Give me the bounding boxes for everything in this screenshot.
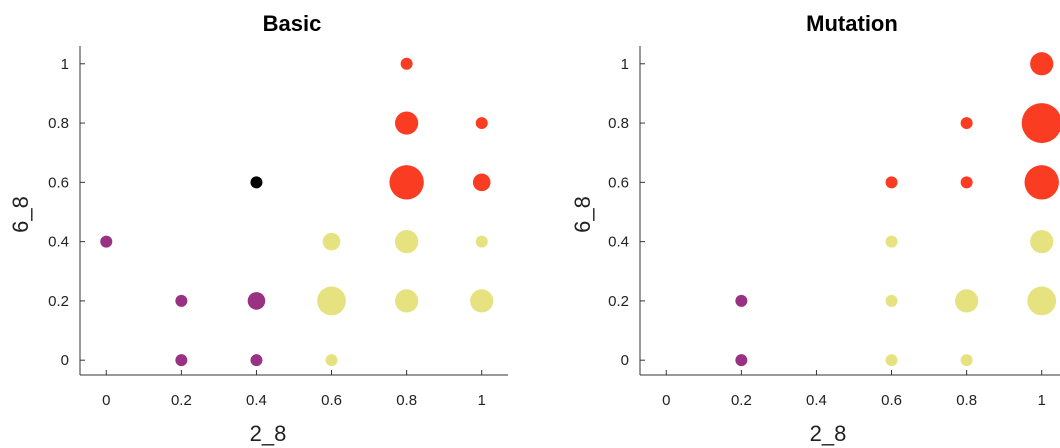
chart-1-data-point	[247, 292, 266, 310]
chart-1-x-tick-label: 0.2	[171, 392, 192, 409]
chart-1-x-tick-label: 0.8	[396, 392, 417, 409]
chart-2-y-tick-label: 0.6	[608, 174, 629, 191]
chart-2-x-tick-label: 0.8	[956, 392, 977, 409]
chart-2-data-point	[735, 354, 748, 367]
chart-1-x-tick-label: 0	[102, 392, 110, 409]
chart-1-data-point	[395, 289, 419, 313]
chart-2-y-tick-label: 0.4	[608, 234, 629, 251]
chart-1-y-axis-label: 6_8	[8, 196, 33, 233]
chart-1-y-tick-label: 0.8	[48, 115, 69, 132]
chart-1-y-tick-label: 0.6	[48, 174, 69, 191]
chart-2-x-tick-label: 0	[662, 392, 670, 409]
chart-2-data-point	[885, 176, 898, 189]
chart-1-data-point	[317, 286, 346, 316]
chart-1-data-point	[325, 354, 338, 367]
chart-1-data-point	[322, 232, 341, 251]
chart-2-data-point	[960, 354, 973, 367]
chart-2-y-tick-label: 0	[621, 352, 629, 369]
chart-2-y-axis-label: 6_8	[570, 196, 595, 233]
chart-1-data-point	[250, 354, 263, 367]
chart-2-data-point	[955, 289, 979, 313]
chart-2-title: Mutation	[806, 11, 898, 36]
chart-2-x-tick-label: 0.6	[881, 392, 902, 409]
chart-1-data-point	[470, 289, 494, 313]
chart-2-data-point	[885, 354, 898, 367]
chart-2-data-point	[1021, 103, 1060, 144]
chart-2-x-tick-label: 0.4	[806, 392, 827, 409]
chart-2-data-point	[960, 176, 973, 189]
chart-2-data-point	[1030, 52, 1054, 76]
chart-2-y-tick-label: 1	[621, 56, 629, 73]
chart-1-data-point	[175, 294, 188, 307]
chart-2-x-axis-label: 2_8	[810, 421, 847, 446]
chart-1-data-point	[475, 235, 488, 248]
chart-2-x-tick-label: 0.2	[731, 392, 752, 409]
chart-1-data-point	[395, 230, 419, 254]
chart-1-data-point	[475, 117, 488, 130]
chart-1-data-point	[175, 354, 188, 367]
chart-2-data-point	[1024, 165, 1059, 200]
chart-2-data-point	[960, 117, 973, 130]
chart-2-data-point	[1030, 230, 1054, 254]
chart-2-x-tick-label: 1	[1038, 392, 1046, 409]
chart-1-y-tick-label: 0	[61, 352, 69, 369]
chart-1-data-point	[472, 173, 491, 192]
chart-1-data-point	[100, 235, 113, 248]
chart-2-y-tick-label: 0.2	[608, 293, 629, 310]
chart-1-x-tick-label: 0.4	[246, 392, 267, 409]
chart-1-x-tick-label: 1	[478, 392, 486, 409]
chart-1-data-point	[395, 111, 419, 135]
chart-1-y-tick-label: 1	[61, 56, 69, 73]
chart-2-data-point	[1027, 286, 1057, 316]
chart-1-title: Basic	[263, 11, 322, 36]
chart-2-data-point	[735, 294, 748, 307]
chart-1-data-point	[389, 165, 424, 200]
chart-1-y-tick-label: 0.4	[48, 234, 69, 251]
chart-1-y-tick-label: 0.2	[48, 293, 69, 310]
chart-1-x-tick-label: 0.6	[321, 392, 342, 409]
chart-2-panel: 0 0.2 0.4 0.6 0.8 1 0 0.2 0.4 0.6 0.8 1 Mutation 2_8 6…	[570, 11, 1060, 446]
chart-1-panel: 0 0.2 0.4 0.6 0.8 1 0 0.2 0.4 0.6 0.8 1 Basic 2_8 6_8	[8, 11, 508, 446]
chart-1-x-axis-label: 2_8	[250, 421, 287, 446]
chart-2-data-point	[885, 294, 898, 307]
chart-2-data-point	[885, 235, 898, 248]
chart-2-y-tick-label: 0.8	[608, 115, 629, 132]
chart-1-data-point	[250, 176, 263, 189]
chart-1-data-point	[400, 57, 413, 70]
